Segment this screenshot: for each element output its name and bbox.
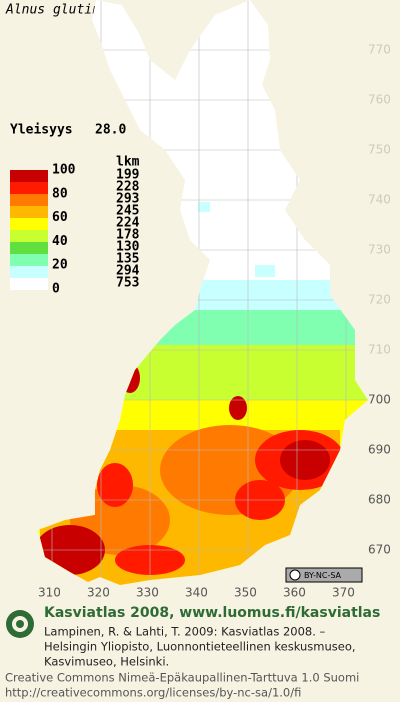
legend-swatch [10,230,48,242]
license-line: Creative Commons Nimeä-Epäkaupallinen-Ta… [5,671,359,685]
easting-label: 360 [283,586,306,600]
easting-label: 340 [185,586,208,600]
easting-label: 310 [38,586,61,600]
northing-label: 710 [368,343,391,357]
northing-label: 750 [368,143,391,157]
legend-swatch [10,206,48,218]
legend-swatch [10,278,48,290]
legend-swatch [10,242,48,254]
northing-label: 700 [368,393,391,407]
legend-scale-label: 40 [52,234,68,249]
badge-text: BY-NC-SA [304,571,342,580]
legend-scale-label: 0 [52,282,60,297]
legend-swatch [10,254,48,266]
legend-swatch [10,182,48,194]
easting-label: 330 [136,586,159,600]
logo [6,610,34,638]
legend-count: 753 [116,276,139,291]
license-badge: BY-NC-SA [285,567,363,583]
legend-count: 135 [116,252,139,267]
northing-label: 720 [368,293,391,307]
legend-scale-label: 60 [52,210,68,225]
legend-count: 178 [116,228,140,243]
northing-label: 670 [368,543,391,557]
northing-label: 740 [368,193,391,207]
license-line: http://creativecommons.org/licenses/by-n… [5,686,301,700]
legend-swatch [10,218,48,230]
legend-count: 228 [116,180,140,195]
citation-line: Helsingin Yliopisto, Luonnontieteellinen… [44,640,356,654]
frequency-label: Yleisyys [10,123,73,138]
frequency-value: 28.0 [95,123,126,138]
legend-count: 245 [116,204,139,219]
northing-label: 760 [368,93,391,107]
citation-line: Lampinen, R. & Lahti, T. 2009: Kasviatla… [44,625,326,639]
legend-count: 199 [116,168,139,183]
legend-count: 224 [116,216,140,231]
northing-label: 680 [368,493,391,507]
legend-swatch [10,170,48,182]
northing-label: 770 [368,43,391,57]
citation-line: Kasvimuseo, Helsinki. [44,655,169,669]
legend-count: 130 [116,240,140,255]
map [38,0,368,585]
easting-label: 370 [332,586,355,600]
credits-heading[interactable]: Kasviatlas 2008, www.luomus.fi/kasviatla… [44,605,380,621]
legend-scale-label: 80 [52,186,68,201]
northing-label: 690 [368,443,391,457]
legend-count: 294 [116,264,140,279]
legend-swatch [10,266,48,278]
easting-label: 350 [234,586,257,600]
legend-swatch [10,194,48,206]
legend-count: 293 [116,192,139,207]
legend: lkm 100 80 60 40 20 0 199228293245224178130135… [10,155,140,297]
easting-label: 320 [87,586,110,600]
legend-count-header: lkm [116,155,140,170]
legend-scale-label: 100 [52,163,76,178]
legend-scale-label: 20 [52,258,68,273]
northing-label: 730 [368,243,391,257]
